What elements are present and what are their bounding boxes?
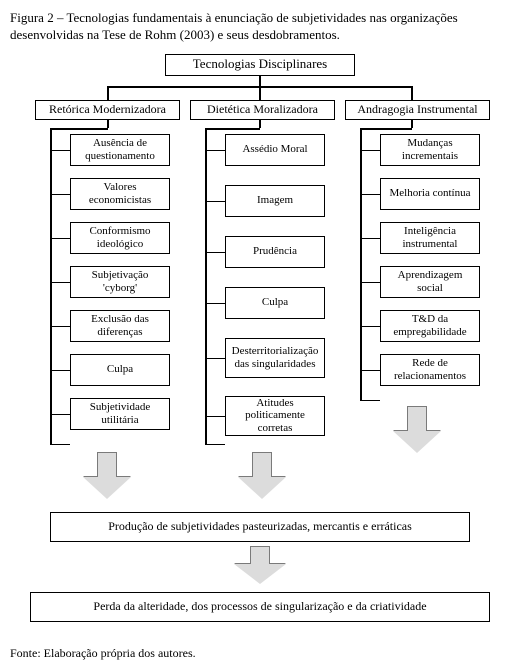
item-2-4: T&D da empregabilidade — [380, 310, 480, 342]
arrow-down-2 — [390, 406, 444, 454]
item-0-4: Exclusão das diferenças — [70, 310, 170, 342]
root-box: Tecnologias Disciplinares — [165, 54, 355, 76]
figure-caption: Figura 2 – Tecnologias fundamentais à en… — [10, 10, 516, 44]
bracket-1 — [205, 128, 207, 444]
item-2-0: Mudanças incrementais — [380, 134, 480, 166]
arrow-down-1 — [235, 452, 289, 500]
result-2: Perda da alteridade, dos processos de si… — [30, 592, 490, 622]
arrow-down-0 — [80, 452, 134, 500]
arrow-down-mid — [228, 546, 292, 586]
item-2-2: Inteligência instrumental — [380, 222, 480, 254]
item-1-3: Culpa — [225, 287, 325, 319]
branch-1-title: Dietética Moralizadora — [190, 100, 335, 120]
item-2-1: Melhoria contínua — [380, 178, 480, 210]
item-0-5: Culpa — [70, 354, 170, 386]
source-text: Fonte: Elaboração própria dos autores. — [10, 646, 516, 661]
item-1-1: Imagem — [225, 185, 325, 217]
item-1-4: Desterritorialização das singularidades — [225, 338, 325, 378]
item-1-0: Assédio Moral — [225, 134, 325, 166]
bracket-0 — [50, 128, 52, 444]
result-1: Produção de subjetividades pasteurizadas… — [50, 512, 470, 542]
diagram: Tecnologias Disciplinares Retórica Moder… — [10, 54, 510, 634]
branch-0-title: Retórica Modernizadora — [35, 100, 180, 120]
item-0-3: Subjetivação 'cyborg' — [70, 266, 170, 298]
item-0-0: Ausência de questionamento — [70, 134, 170, 166]
item-2-3: Aprendizagem social — [380, 266, 480, 298]
item-1-2: Prudência — [225, 236, 325, 268]
item-0-2: Conformismo ideológico — [70, 222, 170, 254]
item-1-5: Atitudes politicamente corretas — [225, 396, 325, 436]
branch-2-title: Andragogia Instrumental — [345, 100, 490, 120]
item-2-5: Rede de relacionamentos — [380, 354, 480, 386]
item-0-6: Subjetividade utilitária — [70, 398, 170, 430]
item-0-1: Valores economicistas — [70, 178, 170, 210]
bracket-2 — [360, 128, 362, 400]
